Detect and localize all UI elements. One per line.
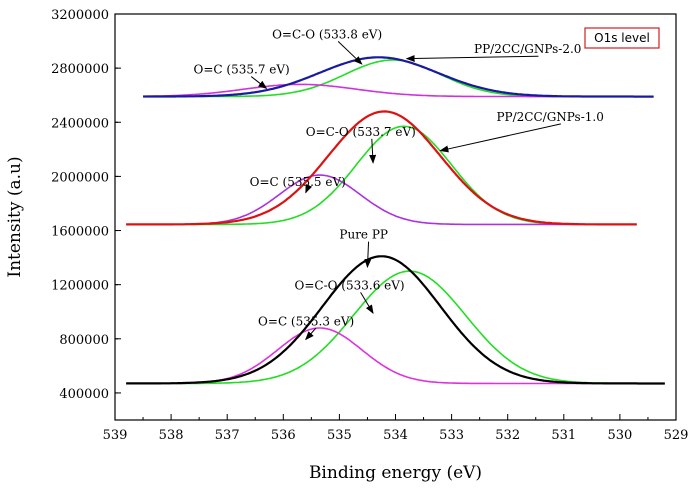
- x-tick-label: 533: [439, 428, 464, 443]
- y-tick-label: 2000000: [51, 170, 109, 185]
- annotation-arrow: [369, 138, 377, 164]
- annotation-label: O=C-O (533.6 eV): [295, 278, 405, 292]
- annotation-label: O=C (535.5 eV): [250, 175, 346, 189]
- x-tick-label: 536: [271, 428, 296, 443]
- x-axis-ticks: 539 538 537 536 535 534 533 532 531 530 529: [103, 414, 689, 443]
- annotation-arrow: [439, 123, 562, 153]
- x-axis-title: Binding energy (eV): [309, 463, 482, 483]
- x-tick-label: 539: [103, 428, 128, 443]
- x-tick-label: 537: [215, 428, 240, 443]
- annotation-arrow: [360, 292, 374, 314]
- legend-label: O1s level: [594, 31, 650, 45]
- y-tick-label: 1600000: [51, 225, 109, 240]
- curves-layer: [126, 56, 665, 385]
- annotation-label: O=C (535.7 eV): [194, 63, 290, 77]
- annotation-arrow: [305, 327, 317, 341]
- envelope-curve: [143, 56, 654, 98]
- annotation-arrow: [250, 76, 268, 90]
- y-tick-label: 1200000: [51, 279, 109, 294]
- y-tick-label: 3200000: [51, 8, 109, 23]
- x-tick-label: 534: [383, 428, 408, 443]
- y-tick-label: 2400000: [51, 116, 109, 131]
- annotation-arrow: [337, 40, 363, 65]
- x-tick-label: 531: [551, 428, 576, 443]
- y-tick-label: 400000: [59, 387, 109, 402]
- y-tick-label: 2800000: [51, 62, 109, 77]
- annotation-arrow: [305, 183, 313, 194]
- x-tick-label: 535: [327, 428, 352, 443]
- x-tick-label: 530: [607, 428, 632, 443]
- annotations-layer: Pure PP O=C-O (533.6 eV) O=C (535.3 eV) PP/…: [194, 27, 604, 341]
- legend: O1s level: [584, 27, 660, 49]
- y-tick-label: 800000: [59, 333, 109, 348]
- x-tick-label: 532: [495, 428, 520, 443]
- x-tick-label: 529: [664, 428, 689, 443]
- annotation-label: O=C (535.3 eV): [258, 314, 354, 328]
- y-axis-ticks: 400000 800000 1200000 1600000 2000000 2400000…: [51, 8, 121, 402]
- annotation-arrow: [364, 241, 372, 269]
- legend-box: [584, 27, 660, 49]
- envelope-curve: [126, 110, 637, 226]
- annotation-label: PP/2CC/GNPs-1.0: [496, 110, 603, 124]
- annotation-label: O=C-O (533.7 eV): [306, 125, 416, 139]
- annotation-label: O=C-O (533.8 eV): [272, 27, 382, 41]
- envelope-curve: [126, 255, 665, 385]
- annotation-label: Pure PP: [339, 228, 388, 242]
- annotation-label: PP/2CC/GNPs-2.0: [474, 42, 581, 56]
- annotation-arrow: [405, 55, 539, 63]
- y-axis-title: Intensity (a.u): [5, 156, 25, 277]
- x-tick-label: 538: [159, 428, 184, 443]
